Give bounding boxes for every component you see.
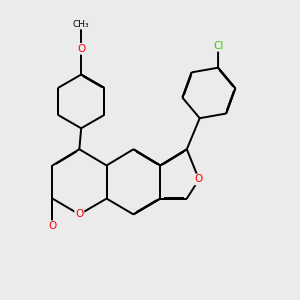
Text: CH₃: CH₃ [73, 20, 89, 28]
Text: Cl: Cl [213, 41, 223, 51]
Text: O: O [77, 44, 85, 54]
Text: O: O [48, 221, 57, 231]
Text: O: O [75, 209, 83, 219]
Text: O: O [195, 174, 203, 184]
